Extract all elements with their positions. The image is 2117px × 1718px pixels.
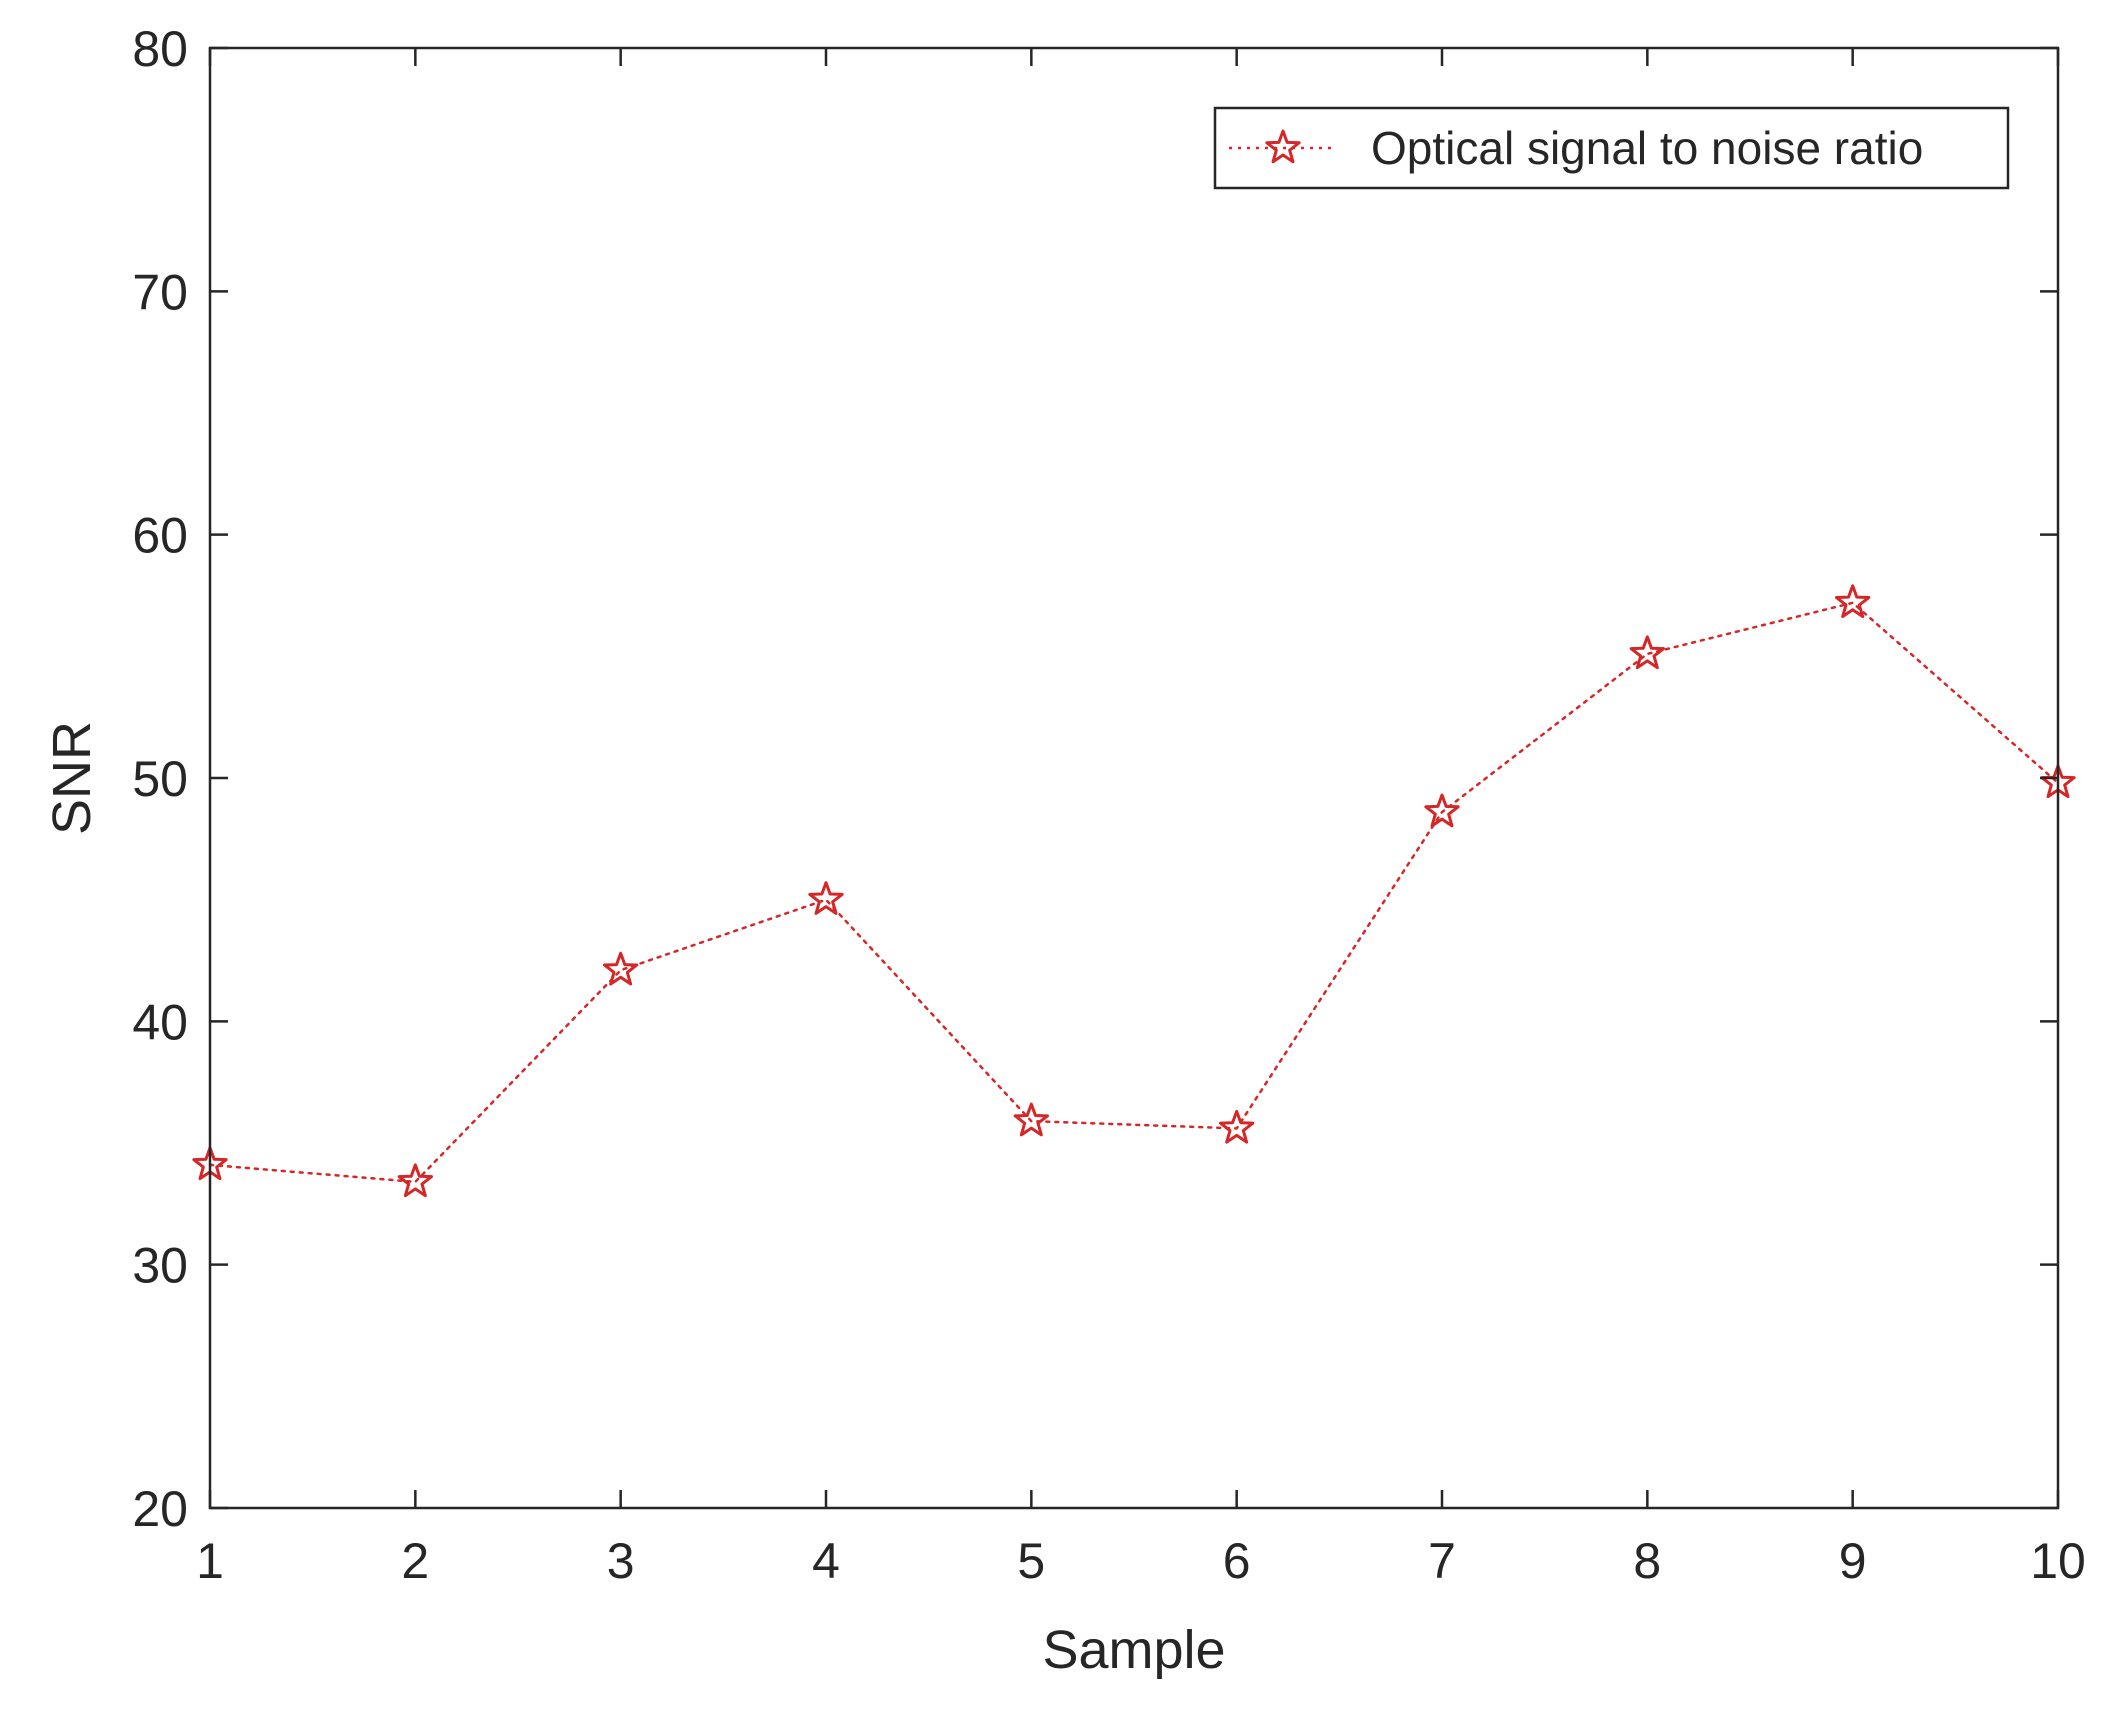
y-tick-label: 20 bbox=[132, 1481, 188, 1537]
x-tick-label: 10 bbox=[2030, 1533, 2086, 1589]
data-point-star bbox=[1013, 1102, 1049, 1137]
x-tick-label: 3 bbox=[607, 1533, 635, 1589]
y-axis-label: SNR bbox=[42, 721, 102, 835]
data-point-star bbox=[1219, 1109, 1255, 1144]
series-line bbox=[208, 601, 2060, 1184]
data-point-star bbox=[1424, 793, 1460, 828]
y-tick-label: 70 bbox=[132, 264, 188, 320]
x-tick-label: 7 bbox=[1428, 1533, 1456, 1589]
data-point-star bbox=[397, 1163, 433, 1198]
y-tick-label: 60 bbox=[132, 508, 188, 564]
legend-box bbox=[1213, 106, 2010, 190]
ticks-layer: 1 2 3 4 5 6 7 8 9 10 20 30 40 50 60 70 80 bbox=[132, 21, 2085, 1589]
y-tick-label: 30 bbox=[132, 1238, 188, 1294]
data-point-star bbox=[808, 881, 844, 915]
x-tick-label: 1 bbox=[196, 1533, 224, 1589]
legend-entry-label: Optical signal to noise ratio bbox=[1371, 122, 1923, 174]
data-point-star bbox=[1629, 635, 1665, 670]
y-tick-label: 80 bbox=[132, 21, 188, 77]
x-axis-label: Sample bbox=[1042, 1620, 1225, 1680]
y-tick-label: 50 bbox=[132, 751, 188, 807]
y-tick-label: 40 bbox=[132, 994, 188, 1050]
x-tick-label: 9 bbox=[1839, 1533, 1867, 1589]
x-tick-label: 6 bbox=[1223, 1533, 1251, 1589]
x-tick-label: 4 bbox=[812, 1533, 840, 1589]
data-point-star bbox=[603, 951, 639, 986]
x-tick-label: 2 bbox=[401, 1533, 429, 1589]
x-tick-label: 8 bbox=[1633, 1533, 1661, 1589]
x-tick-label: 5 bbox=[1017, 1533, 1045, 1589]
legend-star-marker bbox=[1265, 129, 1301, 164]
legend: Optical signal to noise ratio bbox=[1213, 106, 2010, 190]
data-point-star bbox=[1835, 584, 1871, 619]
